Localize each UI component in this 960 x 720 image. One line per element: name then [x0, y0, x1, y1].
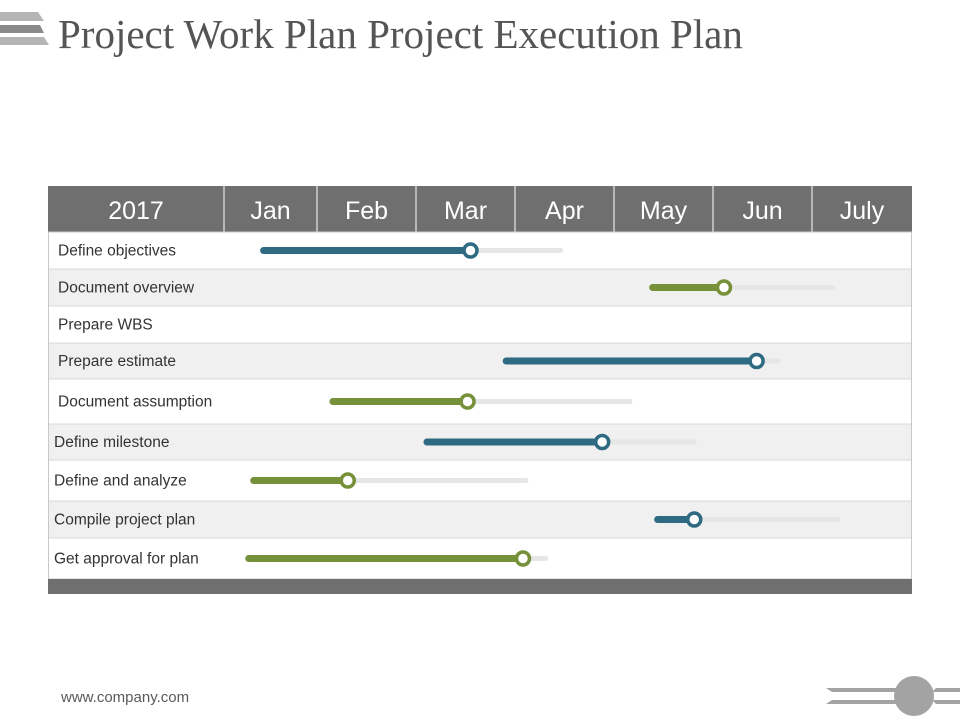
task-label: Define and analyze: [54, 473, 187, 490]
header-month-jan: Jan: [250, 197, 290, 225]
gantt-row: Define milestone: [48, 423, 912, 461]
header-month-july: July: [840, 197, 885, 225]
row-background: [48, 305, 912, 344]
title-decoration-icon: [0, 12, 49, 45]
task-label: Document overview: [58, 280, 195, 297]
gantt-row: Document assumption: [48, 378, 912, 425]
header-month-mar: Mar: [444, 197, 487, 225]
task-label: Prepare estimate: [58, 353, 176, 370]
task-label: Prepare WBS: [58, 317, 153, 334]
gantt-row: Get approval for plan: [48, 537, 912, 580]
task-label: Document assumption: [58, 394, 212, 411]
page-title: Project Work Plan Project Execution Plan: [58, 11, 743, 57]
header-month-apr: Apr: [545, 197, 584, 225]
gantt-row: Define objectives: [48, 231, 912, 270]
task-progress-marker: [686, 511, 703, 528]
gantt-row: Prepare WBS: [48, 305, 912, 344]
footer-url: www.company.com: [61, 689, 190, 706]
gantt-row: Prepare estimate: [48, 342, 912, 380]
task-label: Define objectives: [58, 243, 176, 260]
footer-decoration-icon: [826, 676, 960, 716]
gantt-header: [48, 186, 912, 232]
task-progress-marker: [748, 352, 765, 370]
task-progress-marker: [715, 279, 733, 296]
gantt-row: Document overview: [48, 268, 912, 307]
task-progress-marker: [462, 242, 479, 259]
task-label: Compile project plan: [54, 512, 195, 529]
task-progress-marker: [459, 393, 476, 410]
gantt-footer: [48, 579, 912, 594]
gantt-svg: 2017 Jan Feb Mar Apr May Jun July Define objecti…: [48, 186, 912, 594]
header-month-may: May: [640, 197, 688, 225]
row-background: [48, 342, 912, 380]
task-progress-marker: [339, 472, 356, 489]
header-year: 2017: [108, 197, 164, 225]
gantt-row: Compile project plan: [48, 500, 912, 539]
header-month-jun: Jun: [742, 197, 782, 225]
task-progress-marker: [514, 550, 532, 567]
task-label: Get approval for plan: [54, 551, 199, 568]
task-progress-marker: [593, 433, 611, 451]
gantt-row: Define and analyze: [48, 459, 912, 502]
task-label: Define milestone: [54, 434, 169, 451]
header-month-feb: Feb: [345, 197, 388, 225]
gantt-chart: 2017 Jan Feb Mar Apr May Jun July Define objecti…: [48, 186, 912, 594]
